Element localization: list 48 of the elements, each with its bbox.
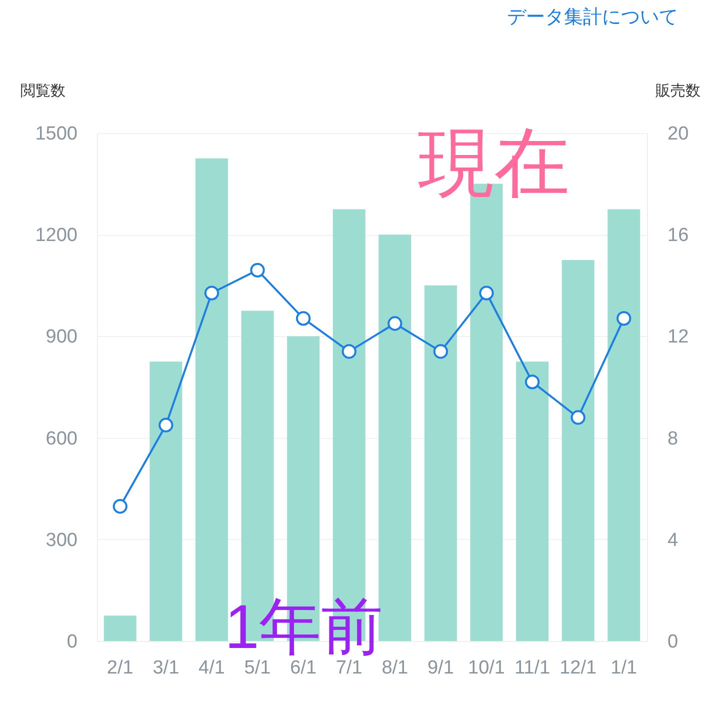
y-tick-label: 1500 bbox=[35, 124, 78, 144]
bar bbox=[150, 362, 182, 641]
bar bbox=[562, 260, 594, 641]
x-tick-label: 11/1 bbox=[514, 658, 550, 678]
x-tick-label: 10/1 bbox=[468, 658, 505, 678]
annotation: 現在 bbox=[418, 121, 570, 206]
y-axis-title: 閲覧数 bbox=[20, 82, 66, 100]
y-tick-label: 1200 bbox=[35, 225, 78, 246]
x-tick-label: 9/1 bbox=[427, 658, 454, 678]
y2-tick-label: 4 bbox=[668, 530, 678, 551]
point bbox=[342, 344, 356, 359]
text: データ集計について bbox=[507, 7, 678, 28]
x-tick-label: 7/1 bbox=[336, 658, 362, 678]
x-tick-label: 6/1 bbox=[290, 658, 317, 678]
y-tick-label: 600 bbox=[46, 428, 78, 450]
y2-tick-label: 0 bbox=[668, 632, 678, 652]
y2-tick-label: 20 bbox=[668, 124, 689, 144]
point bbox=[616, 311, 632, 326]
bar bbox=[104, 616, 136, 641]
x-tick-label: 5/1 bbox=[244, 658, 271, 678]
y2-tick-label: 8 bbox=[668, 428, 678, 450]
point bbox=[250, 262, 265, 278]
point bbox=[388, 316, 402, 331]
bar bbox=[424, 285, 457, 641]
point bbox=[158, 418, 174, 432]
x-tick-label: 8/1 bbox=[382, 658, 408, 678]
x-tick-label: 12/1 bbox=[560, 658, 597, 678]
bar bbox=[195, 158, 228, 641]
x-tick-label: 4/1 bbox=[198, 658, 225, 678]
point bbox=[296, 311, 311, 326]
point bbox=[479, 286, 494, 300]
y-tick-label: 900 bbox=[46, 326, 78, 348]
x-tick-label: 1/1 bbox=[610, 658, 638, 678]
y2-tick-label: 16 bbox=[668, 225, 689, 246]
point bbox=[433, 344, 448, 359]
x-tick-label: 2/1 bbox=[106, 658, 134, 678]
point bbox=[204, 286, 220, 300]
y-tick-label: 300 bbox=[46, 530, 78, 551]
y-tick-label: 0 bbox=[66, 632, 78, 652]
bar bbox=[608, 209, 640, 641]
bar bbox=[516, 362, 549, 641]
x-tick-label: 3/1 bbox=[152, 658, 180, 678]
point bbox=[112, 499, 128, 514]
bar bbox=[378, 234, 412, 641]
point bbox=[570, 410, 586, 425]
y2-tick-label: 12 bbox=[668, 326, 689, 348]
y2-axis-title: 販売数 bbox=[656, 82, 700, 100]
point bbox=[524, 374, 540, 390]
